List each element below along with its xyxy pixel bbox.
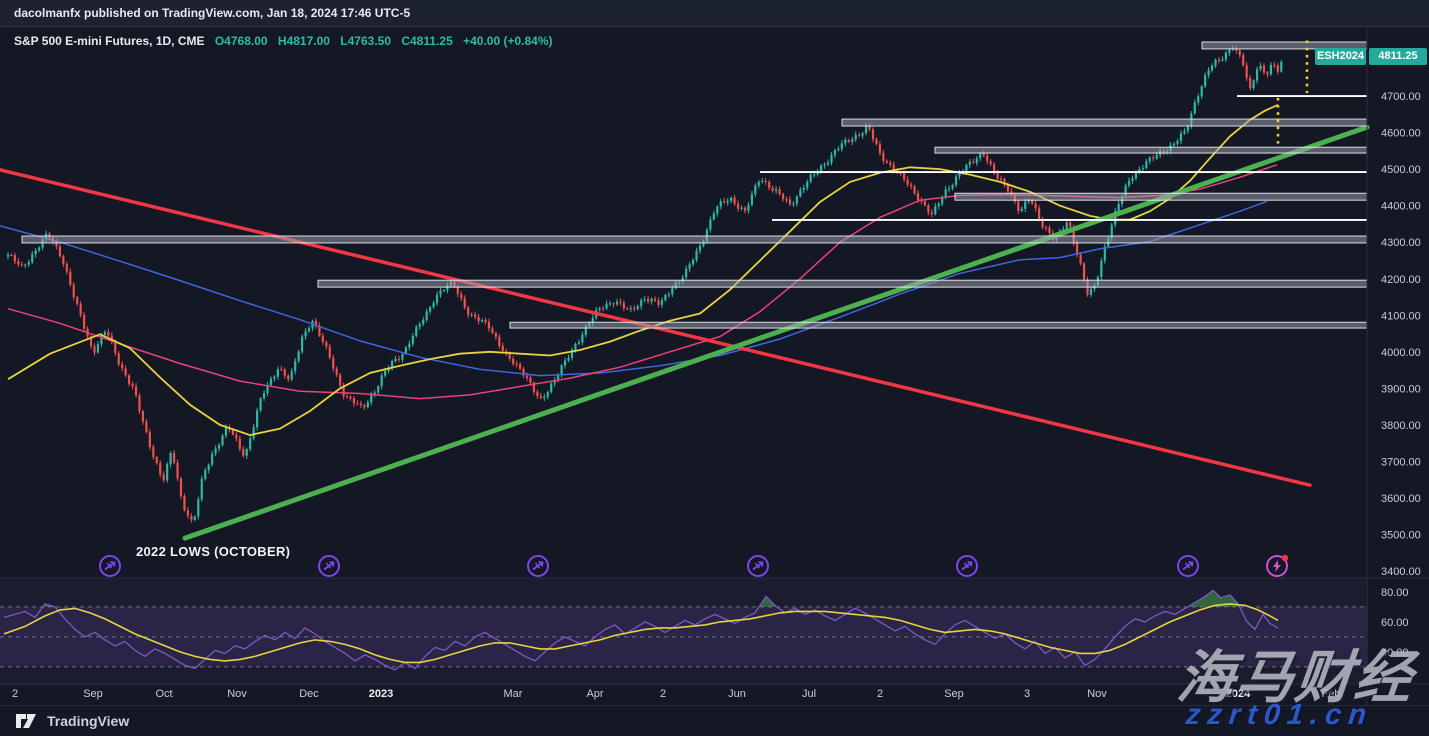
lows-annotation: 2022 LOWS (OCTOBER): [136, 544, 291, 559]
support-lines: [760, 95, 1367, 221]
svg-text:4500.00: 4500.00: [1381, 164, 1421, 176]
rsi-pane-background: [0, 578, 1367, 684]
last-price-tag: 4811.25: [1369, 48, 1427, 65]
svg-text:Nov: Nov: [227, 688, 247, 700]
svg-text:3600.00: 3600.00: [1381, 493, 1421, 505]
svg-text:2: 2: [877, 688, 883, 700]
rsi-signal-line: [3, 603, 1279, 664]
tradingview-brand[interactable]: TradingView: [47, 713, 130, 729]
svg-text:Apr: Apr: [586, 688, 603, 700]
svg-text:Oct: Oct: [155, 688, 172, 700]
svg-text:3900.00: 3900.00: [1381, 383, 1421, 395]
footer-bar: TradingView: [0, 705, 1429, 736]
svg-text:80.00: 80.00: [1381, 587, 1409, 599]
rsi-line: [3, 589, 1279, 671]
timeline-markers[interactable]: [99, 554, 1289, 577]
svg-text:60.00: 60.00: [1381, 617, 1409, 629]
svg-text:Mar: Mar: [504, 688, 523, 700]
crossed-arrow-icon[interactable]: [1177, 555, 1199, 577]
measured-move-dotted: [1276, 40, 1309, 148]
time-axis-labels[interactable]: 2 Sep Oct Nov Dec 2023 Mar Apr 2 Jun Jul 2 Sep 3 Nov 20…: [12, 688, 1341, 700]
svg-text:Sep: Sep: [944, 688, 964, 700]
svg-text:3400.00: 3400.00: [1381, 566, 1421, 578]
svg-text:3800.00: 3800.00: [1381, 420, 1421, 432]
svg-text:4000.00: 4000.00: [1381, 347, 1421, 359]
svg-text:40.00: 40.00: [1381, 647, 1409, 659]
svg-text:3700.00: 3700.00: [1381, 456, 1421, 468]
publish-header: dacolmanfx published on TradingView.com,…: [0, 0, 1429, 27]
svg-text:4600.00: 4600.00: [1381, 128, 1421, 140]
svg-text:Jun: Jun: [728, 688, 746, 700]
lightning-icon[interactable]: [1266, 554, 1289, 577]
ma-50-yellow-line: [7, 103, 1279, 437]
svg-text:2: 2: [12, 688, 18, 700]
change-value: +40.00 (+0.84%): [463, 34, 553, 48]
ohlc-open: O4768.00: [214, 34, 268, 48]
svg-text:Dec: Dec: [299, 688, 319, 700]
svg-text:4200.00: 4200.00: [1381, 274, 1421, 286]
svg-text:4400.00: 4400.00: [1381, 201, 1421, 213]
svg-text:Nov: Nov: [1087, 688, 1107, 700]
chart-legend[interactable]: S&P 500 E-mini Futures, 1D, CME O4768.00…: [14, 34, 553, 48]
pane-borders: [0, 27, 1429, 705]
crossed-arrow-icon[interactable]: [747, 555, 769, 577]
svg-text:Sep: Sep: [83, 688, 103, 700]
svg-text:4100.00: 4100.00: [1381, 310, 1421, 322]
published-line: dacolmanfx published on TradingView.com,…: [14, 6, 411, 20]
symbol-title[interactable]: S&P 500 E-mini Futures, 1D, CME: [14, 34, 205, 48]
svg-text:2024: 2024: [1226, 688, 1251, 700]
svg-text:3: 3: [1024, 688, 1030, 700]
crossed-arrow-icon[interactable]: [318, 555, 340, 577]
svg-text:4700.00: 4700.00: [1381, 91, 1421, 103]
watermark-url: zzrt01.cn: [1184, 699, 1375, 731]
crossed-arrow-icon[interactable]: [956, 555, 978, 577]
svg-text:Feb: Feb: [1322, 688, 1341, 700]
crossed-arrow-icon[interactable]: [527, 555, 549, 577]
svg-text:2: 2: [660, 688, 666, 700]
notification-dot: [1281, 554, 1289, 562]
svg-text:2023: 2023: [369, 688, 393, 700]
svg-text:Jul: Jul: [802, 688, 816, 700]
crossed-arrow-icon[interactable]: [99, 555, 121, 577]
ohlc-close: C4811.25: [401, 34, 453, 48]
contract-tag: ESH2024: [1315, 48, 1366, 65]
supply-demand-zones: [21, 41, 1368, 329]
ohlc-low: L4763.50: [340, 34, 392, 48]
tradingview-logo-icon[interactable]: [16, 712, 40, 730]
candles-layer: [6, 45, 1283, 523]
price-axis-labels[interactable]: 4700.00 4600.00 4500.00 4400.00 4300.00 4200.…: [1381, 91, 1421, 659]
svg-text:3500.00: 3500.00: [1381, 530, 1421, 542]
ohlc-high: H4817.00: [277, 34, 330, 48]
svg-text:4300.00: 4300.00: [1381, 237, 1421, 249]
